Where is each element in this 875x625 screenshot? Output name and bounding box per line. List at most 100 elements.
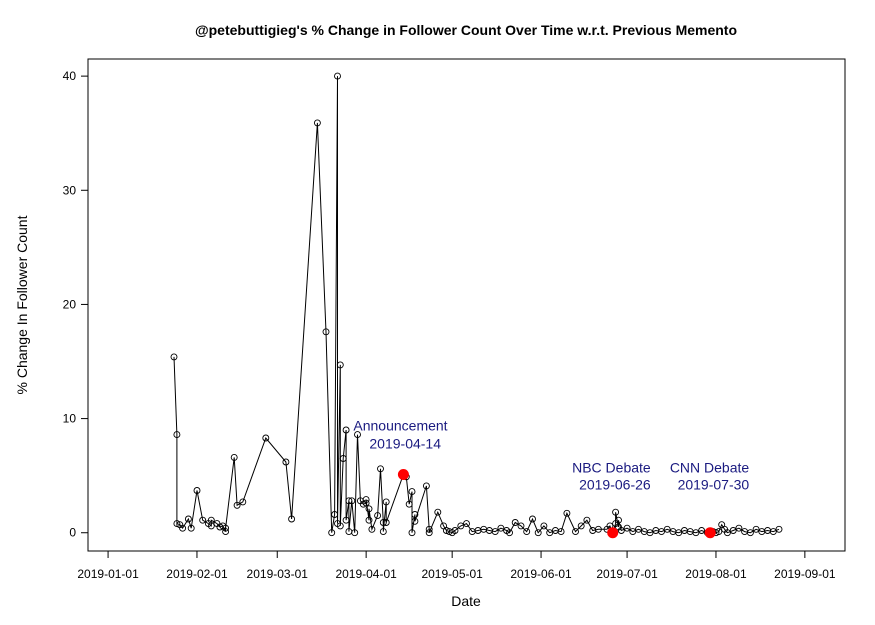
event-label: CNN Debate	[670, 460, 750, 476]
data-point	[422, 482, 430, 490]
y-axis: 0 10 20 30 40	[63, 69, 89, 540]
data-point	[405, 500, 413, 508]
data-point	[374, 512, 382, 520]
data-point	[523, 528, 531, 536]
event-marker	[607, 527, 619, 539]
data-point	[769, 528, 777, 536]
data-point	[612, 508, 620, 516]
data-point	[379, 519, 387, 526]
data-point	[583, 516, 591, 524]
data-point	[331, 511, 339, 518]
data-point	[379, 528, 387, 536]
data-point	[336, 361, 344, 369]
data-point	[239, 498, 247, 506]
data-point	[368, 525, 376, 533]
y-tick-label: 20	[63, 297, 77, 311]
data-point	[345, 497, 353, 505]
event-date-label: 2019-06-26	[579, 477, 651, 493]
data-point	[511, 519, 519, 526]
data-point	[746, 529, 754, 537]
data-point	[729, 527, 737, 534]
data-point	[336, 522, 344, 530]
data-point	[408, 488, 416, 496]
data-point	[408, 529, 416, 537]
chart-title: @petebuttigieg's % Change in Follower Co…	[195, 22, 737, 38]
data-point	[491, 528, 499, 536]
data-point	[348, 497, 356, 505]
data-point	[199, 516, 207, 524]
data-point	[646, 529, 654, 537]
data-point	[179, 524, 187, 532]
x-tick-label: 2019-09-01	[774, 567, 836, 581]
data-point	[411, 517, 419, 525]
event-highlights: Announcement 2019-04-14 NBC Debate2019-06-…	[353, 418, 750, 539]
data-point	[288, 515, 296, 523]
data-point	[322, 328, 330, 336]
x-tick-label: 2019-06-01	[510, 567, 572, 581]
event-date-label: 2019-07-30	[678, 477, 750, 493]
data-point	[451, 527, 459, 534]
x-axis-label: Date	[451, 593, 481, 609]
x-axis: 2019-01-01 2019-02-01 2019-03-01 2019-04-01…	[77, 550, 836, 581]
series-line	[173, 76, 780, 535]
data-point	[222, 524, 230, 532]
data-point	[173, 431, 181, 439]
x-tick-label: 2019-07-01	[596, 567, 658, 581]
data-point	[362, 496, 370, 504]
event-label: NBC Debate	[572, 460, 651, 476]
y-tick-label: 0	[69, 526, 76, 540]
data-point	[425, 525, 433, 533]
data-point	[365, 505, 373, 513]
data-point	[752, 525, 760, 533]
data-point	[635, 525, 642, 533]
data-point	[207, 516, 215, 524]
data-point	[351, 529, 359, 537]
data-point	[233, 501, 241, 509]
data-point	[692, 529, 700, 537]
x-tick-label: 2019-04-01	[335, 567, 397, 581]
data-point	[675, 529, 683, 537]
data-point	[497, 524, 505, 532]
data-point	[382, 498, 390, 506]
data-point	[623, 524, 631, 532]
data-point	[775, 525, 783, 533]
data-point	[170, 353, 178, 361]
data-point	[222, 528, 230, 536]
data-point	[313, 119, 321, 127]
data-point	[362, 499, 370, 507]
data-point	[617, 527, 625, 534]
data-point	[463, 520, 470, 528]
event-marker	[704, 527, 716, 539]
data-point	[334, 72, 341, 80]
data-point	[282, 458, 290, 466]
x-tick-label: 2019-01-01	[77, 567, 139, 581]
x-tick-label: 2019-05-01	[421, 567, 483, 581]
data-point	[658, 528, 665, 536]
data-point	[715, 528, 723, 536]
data-point	[377, 465, 384, 473]
data-point	[546, 529, 554, 537]
data-point	[342, 426, 350, 434]
data-point	[193, 487, 201, 494]
data-point	[365, 516, 373, 524]
data-point	[594, 525, 602, 533]
y-axis-label: % Change In Follower Count	[14, 215, 30, 394]
data-point	[425, 529, 433, 537]
data-point	[339, 455, 347, 462]
data-point	[615, 516, 622, 524]
data-point	[184, 515, 192, 523]
data-point	[411, 511, 419, 518]
x-tick-label: 2019-02-01	[166, 567, 228, 581]
data-point	[572, 528, 579, 536]
data-point	[342, 516, 350, 524]
data-point	[187, 524, 195, 532]
data-point	[529, 515, 536, 523]
event-label: Announcement	[353, 418, 447, 434]
data-point	[230, 453, 238, 461]
event-marker	[397, 469, 409, 480]
data-point	[262, 434, 270, 442]
data-point	[663, 525, 671, 533]
data-point	[629, 528, 637, 536]
